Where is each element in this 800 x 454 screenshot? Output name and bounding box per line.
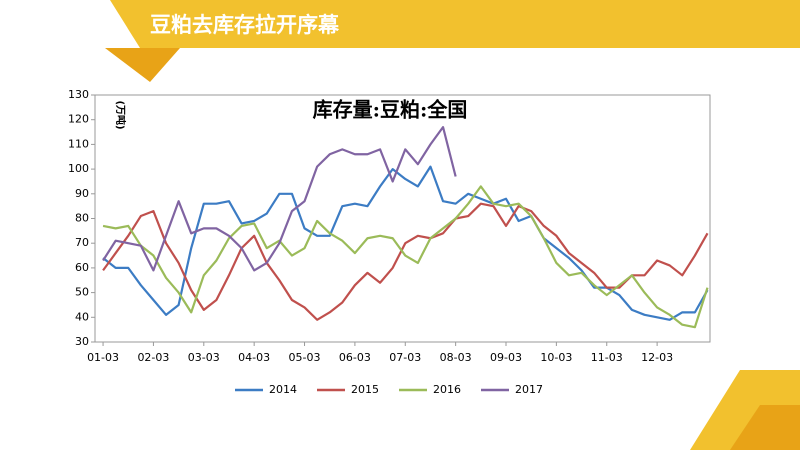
slide-title: 豆粕去库存拉开序幕 <box>150 13 340 37</box>
y-tick-label: 50 <box>75 286 89 299</box>
series-line <box>102 185 709 329</box>
header-band <box>105 0 800 48</box>
corner-decor <box>730 405 800 450</box>
y-tick-label: 60 <box>75 261 89 274</box>
y-tick-label: 100 <box>68 162 89 175</box>
header-gap <box>0 0 140 48</box>
x-tick-label: 07-03 <box>389 351 421 364</box>
legend-label: 2014 <box>269 383 297 396</box>
y-tick-label: 40 <box>75 310 89 323</box>
y-tick-label: 90 <box>75 187 89 200</box>
y-tick-label: 110 <box>68 137 89 150</box>
legend-label: 2015 <box>351 383 379 396</box>
x-tick-label: 03-03 <box>188 351 220 364</box>
x-tick-label: 11-03 <box>591 351 623 364</box>
series-line <box>102 202 709 321</box>
x-tick-label: 10-03 <box>540 351 572 364</box>
x-tick-label: 12-03 <box>641 351 673 364</box>
y-axis-label: (万吨) <box>114 100 127 129</box>
x-tick-label: 06-03 <box>339 351 371 364</box>
legend-label: 2017 <box>515 383 543 396</box>
legend-label: 2016 <box>433 383 461 396</box>
y-tick-label: 120 <box>68 113 89 126</box>
header-decor <box>105 48 180 82</box>
y-tick-label: 130 <box>68 88 89 101</box>
x-tick-label: 05-03 <box>289 351 321 364</box>
x-tick-label: 09-03 <box>490 351 522 364</box>
y-tick-label: 30 <box>75 335 89 348</box>
x-tick-label: 04-03 <box>238 351 270 364</box>
x-tick-label: 02-03 <box>137 351 169 364</box>
chart-title: 库存量:豆粕:全国 <box>313 98 468 122</box>
x-tick-label: 01-03 <box>87 351 119 364</box>
series-line <box>102 126 457 272</box>
y-tick-label: 70 <box>75 236 89 249</box>
y-tick-label: 80 <box>75 212 89 225</box>
x-tick-label: 08-03 <box>440 351 472 364</box>
